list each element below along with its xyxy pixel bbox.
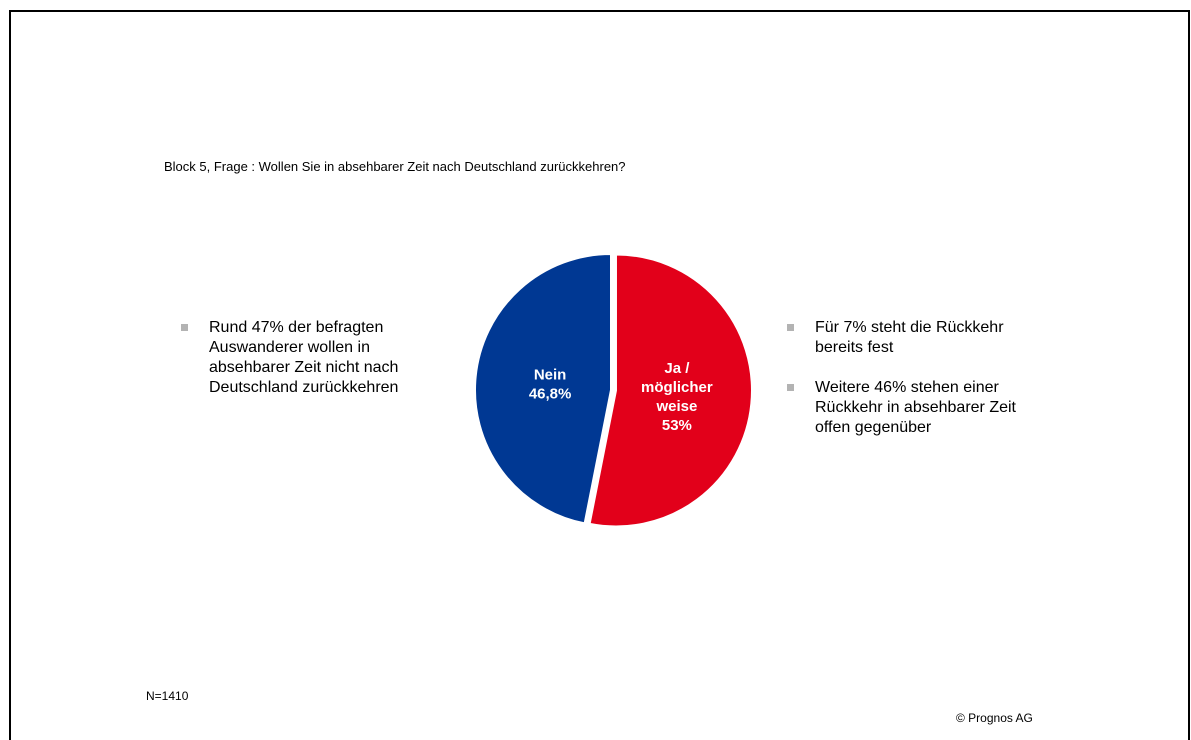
pie-chart: Ja / möglicher weise 53% Nein 46,8% bbox=[474, 252, 753, 528]
sample-size-note: N=1410 bbox=[146, 689, 189, 703]
bullet-item: Für 7% steht die Rückkehr bereits fest bbox=[787, 318, 1047, 358]
right-bullet-list: Für 7% steht die Rückkehr bereits fest W… bbox=[787, 318, 1047, 438]
question-text: Block 5, Frage : Wollen Sie in absehbare… bbox=[164, 159, 626, 174]
slide-frame bbox=[9, 10, 1190, 740]
pie-slice-0 bbox=[588, 253, 753, 528]
left-bullet-list: Rund 47% der befragten Auswanderer wolle… bbox=[181, 318, 441, 398]
bullet-square-icon bbox=[787, 384, 794, 391]
pie-slice-label-0: Ja / möglicher weise 53% bbox=[641, 360, 713, 434]
pie-slice-1 bbox=[474, 252, 612, 525]
bullet-item: Rund 47% der befragten Auswanderer wolle… bbox=[181, 318, 441, 398]
bullet-text: Weitere 46% stehen einer Rückkehr in abs… bbox=[815, 379, 1016, 436]
pie-slice-label-1: Nein 46,8% bbox=[529, 367, 572, 403]
bullet-item: Weitere 46% stehen einer Rückkehr in abs… bbox=[787, 378, 1047, 438]
bullet-square-icon bbox=[181, 324, 188, 331]
bullet-text: Für 7% steht die Rückkehr bereits fest bbox=[815, 319, 1004, 356]
bullet-text: Rund 47% der befragten Auswanderer wolle… bbox=[209, 319, 399, 396]
bullet-square-icon bbox=[787, 324, 794, 331]
copyright-note: © Prognos AG bbox=[956, 711, 1033, 725]
